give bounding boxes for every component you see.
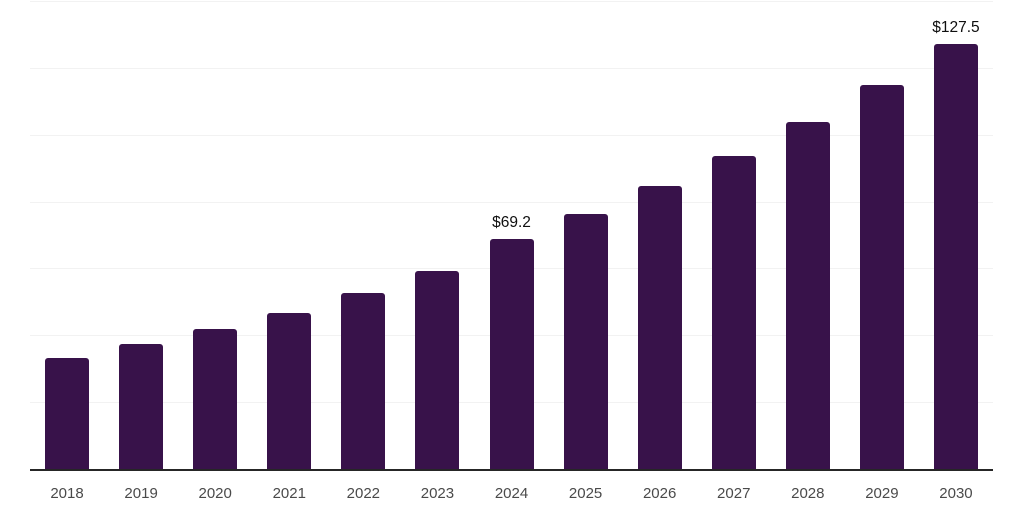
bar-group-2024: $69.2 xyxy=(474,2,548,470)
bar-2021 xyxy=(267,312,312,470)
plot-area: $69.2 $127.5 xyxy=(30,1,993,471)
x-tick-2028: 2028 xyxy=(791,485,825,502)
bar-2023 xyxy=(415,271,460,470)
bar-2024 xyxy=(489,238,534,470)
x-tick-2019: 2019 xyxy=(124,485,158,502)
bar-2029 xyxy=(859,84,904,470)
bar-value-label-2024: $69.2 xyxy=(492,213,531,231)
x-tick-2020: 2020 xyxy=(198,485,232,502)
bar-group-2019 xyxy=(104,2,178,470)
bar-group-2026 xyxy=(623,2,697,470)
bar-group-2023 xyxy=(400,2,474,470)
bar-2019 xyxy=(119,343,164,470)
x-tick-2026: 2026 xyxy=(642,485,677,502)
bar-group-2027 xyxy=(697,2,771,470)
gridline-80 xyxy=(30,201,993,203)
gridline-140 xyxy=(30,1,993,2)
bar-group-2018 xyxy=(30,2,104,470)
x-axis-line xyxy=(30,469,993,471)
x-axis-tick-labels: 2018 2019 2020 2021 2022 2023 2024 2025 2026 2027… xyxy=(30,484,993,504)
bar-group-2022 xyxy=(326,2,400,470)
x-tick-2025: 2025 xyxy=(568,485,603,502)
bar-2027 xyxy=(711,155,756,470)
bar-group-2029 xyxy=(845,2,919,470)
bars-container: $69.2 $127.5 xyxy=(30,2,993,470)
gridline-120 xyxy=(30,67,993,69)
bar-group-2020 xyxy=(178,2,252,470)
bar-group-2025 xyxy=(549,2,623,470)
x-tick-2018: 2018 xyxy=(50,485,84,502)
bar-2020 xyxy=(193,329,238,470)
bar-2022 xyxy=(341,293,386,470)
bar-2025 xyxy=(563,213,608,470)
bar-value-label-2030: $127.5 xyxy=(932,18,980,36)
x-tick-2027: 2027 xyxy=(717,485,751,502)
bar-group-2021 xyxy=(252,2,326,470)
bar-group-2030: $127.5 xyxy=(919,2,993,470)
bar-group-2028 xyxy=(771,2,845,470)
x-tick-2022: 2022 xyxy=(346,485,381,502)
bar-2028 xyxy=(785,122,830,470)
x-tick-2024: 2024 xyxy=(494,485,529,502)
x-tick-2021: 2021 xyxy=(272,485,306,502)
x-tick-2023: 2023 xyxy=(420,485,455,502)
x-tick-2029: 2029 xyxy=(865,485,899,502)
x-tick-2030: 2030 xyxy=(939,485,973,502)
gridline-100 xyxy=(30,134,993,136)
bar-2026 xyxy=(637,186,682,470)
bar-2018 xyxy=(45,358,90,470)
bar-2030 xyxy=(933,43,978,470)
